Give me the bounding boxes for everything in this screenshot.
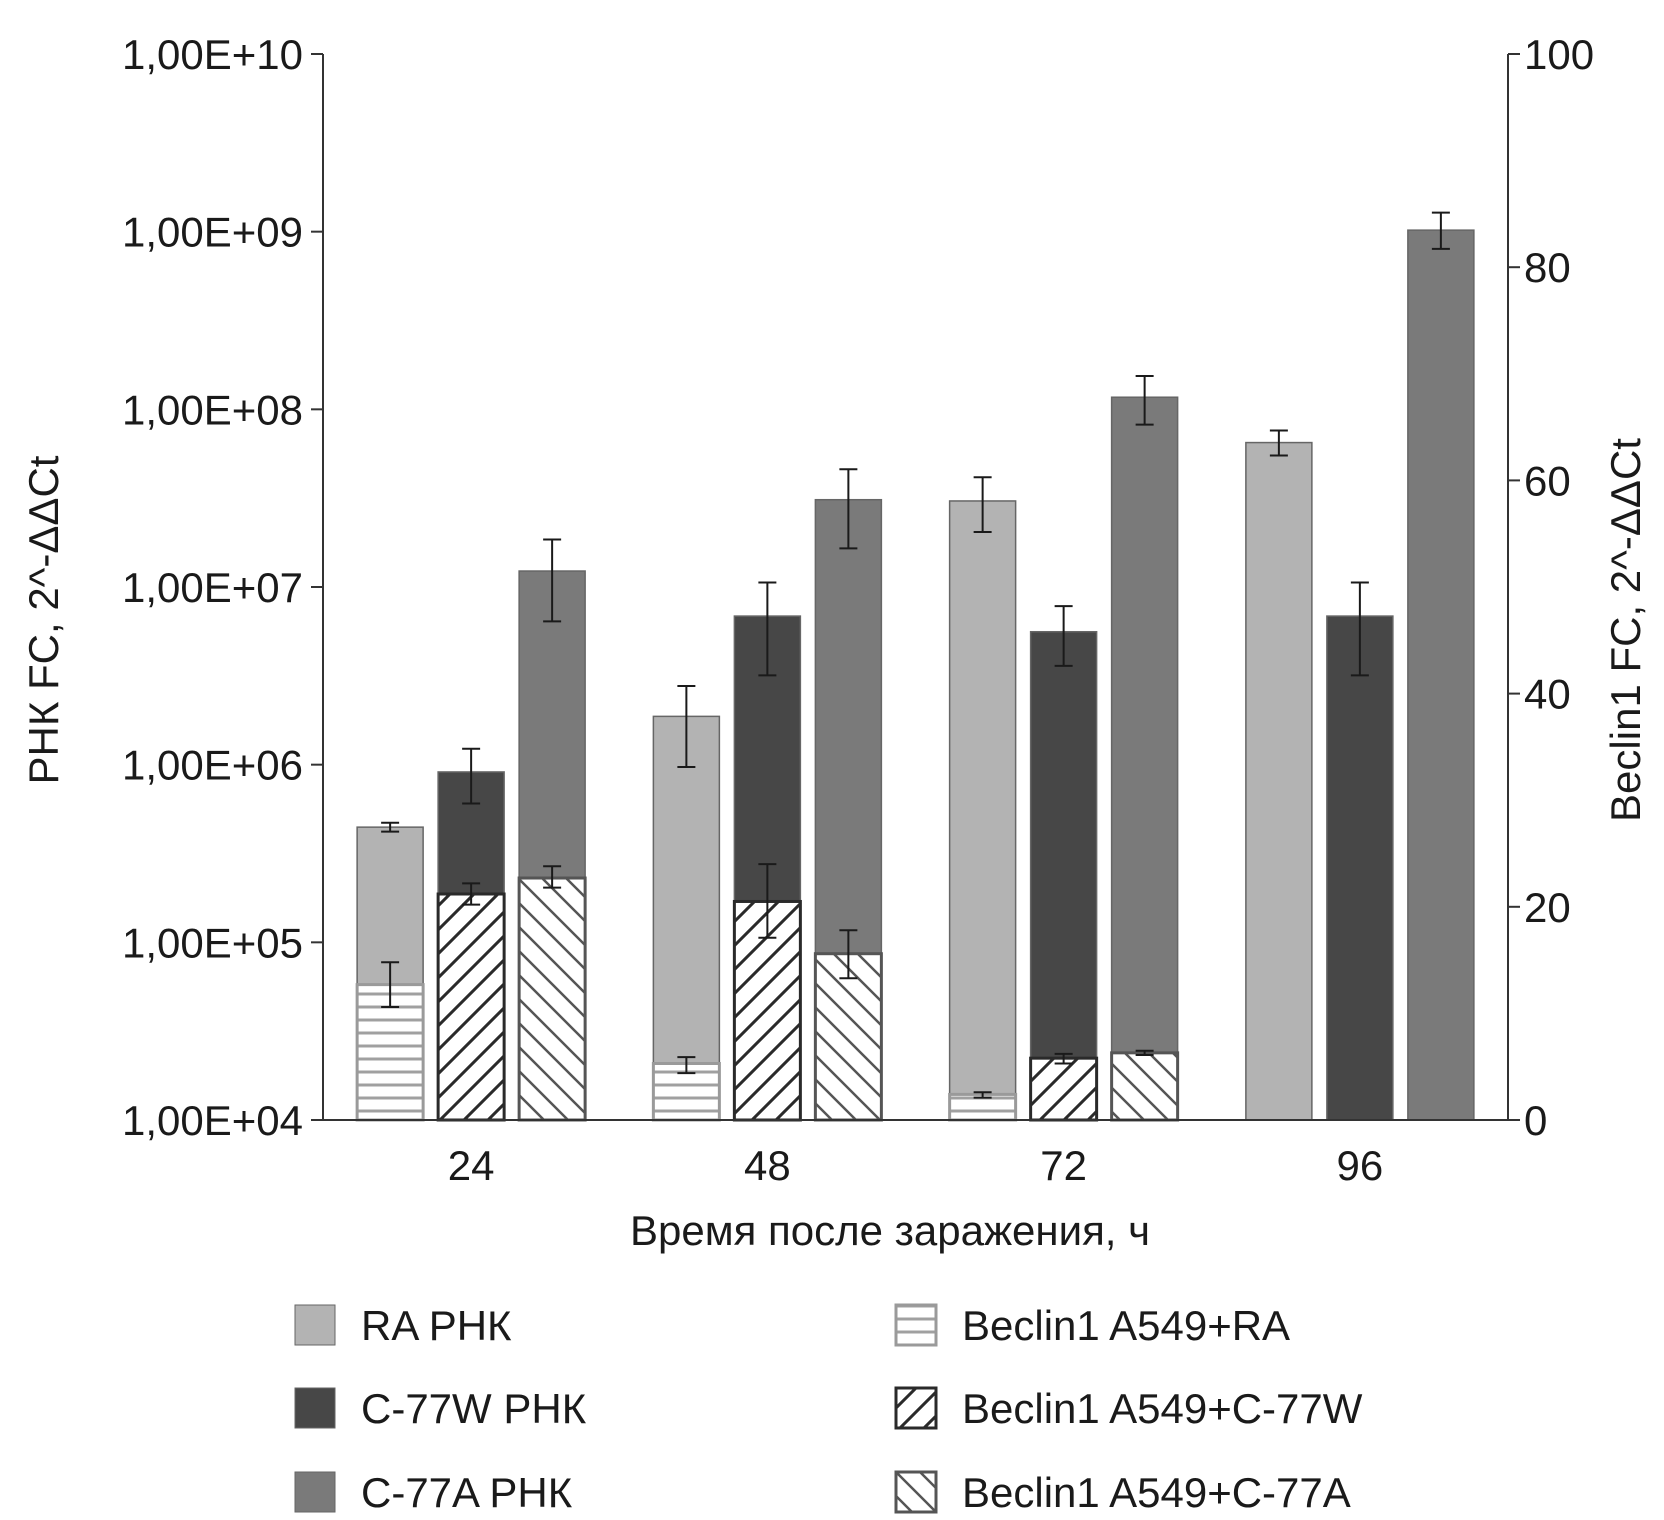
right-tick-label: 0 <box>1524 1097 1547 1144</box>
legend-label: RA РНК <box>361 1302 512 1349</box>
bar-beclin1-a549-c-77w-72 <box>1029 1056 1099 1122</box>
bar-beclin1-a549-c-77a-72 <box>1110 1051 1180 1122</box>
error-bar <box>462 882 481 906</box>
legend-swatch <box>894 1470 938 1514</box>
legend-item: Beclin1 A549+C-77A <box>894 1469 1351 1516</box>
error-bar <box>758 863 777 939</box>
right-tick-label: 100 <box>1524 31 1594 78</box>
legend-label: Beclin1 A549+C-77W <box>962 1385 1363 1432</box>
bar-ra--96 <box>1245 441 1313 1121</box>
error-bar <box>758 581 777 677</box>
x-tick-label: 48 <box>744 1142 791 1189</box>
bars <box>355 211 1475 1122</box>
left-tick-label: 1,00E+09 <box>122 209 303 256</box>
error-bar <box>1135 375 1154 426</box>
legend-label: C-77W РНК <box>361 1385 587 1432</box>
legend-item: RA РНК <box>294 1302 512 1349</box>
bar-c-77a--96 <box>1407 229 1475 1121</box>
left-tick-label: 1,00E+10 <box>122 31 303 78</box>
legend-swatch <box>894 1386 938 1430</box>
legend-item: C-77A РНК <box>294 1469 573 1516</box>
x-tick-label: 24 <box>448 1142 495 1189</box>
error-bar <box>543 538 562 623</box>
x-axis-title: Время после заражения, ч <box>630 1207 1150 1254</box>
bar-beclin1-a549-c-77a-24 <box>517 876 587 1122</box>
bar-c-77w--72 <box>1029 630 1098 1121</box>
error-bar <box>973 476 992 533</box>
legend: RA РНК C-77W РНК C-77A РНК Beclin1 A549+RA B… <box>294 1302 1363 1516</box>
left-tick-label: 1,00E+07 <box>122 564 303 611</box>
axes: 1,00E+04 1,00E+05 1,00E+06 1,00E+07 1,00E+08… <box>122 31 1594 1189</box>
error-bar <box>1350 581 1369 677</box>
bar-c-77a--72 <box>1110 396 1179 1121</box>
error-bar <box>543 865 562 889</box>
legend-swatch <box>294 1387 336 1429</box>
error-bar <box>839 929 858 980</box>
bar-c-77w--96 <box>1326 615 1394 1121</box>
legend-label: Beclin1 A549+C-77A <box>962 1469 1351 1516</box>
x-tick-label: 96 <box>1337 1142 1384 1189</box>
left-tick-label: 1,00E+08 <box>122 386 303 433</box>
right-axis-title: Beclin1 FC, 2^-ΔΔCt <box>1602 438 1649 822</box>
legend-swatch <box>294 1471 336 1513</box>
right-tick-label: 20 <box>1524 884 1571 931</box>
error-bar <box>1431 211 1450 250</box>
left-tick-label: 1,00E+04 <box>122 1097 303 1144</box>
error-bar <box>462 747 481 805</box>
error-bar <box>1135 1049 1154 1056</box>
legend-swatch <box>294 1304 336 1346</box>
error-bar <box>839 468 858 550</box>
error-bar <box>381 821 400 833</box>
right-tick-label: 80 <box>1524 244 1571 291</box>
error-bar <box>677 685 696 769</box>
right-tick-label: 40 <box>1524 671 1571 718</box>
left-tick-label: 1,00E+05 <box>122 919 303 966</box>
error-bar <box>1054 605 1073 667</box>
bar-ra--72 <box>948 500 1017 1121</box>
legend-item: Beclin1 A549+C-77W <box>894 1385 1363 1432</box>
error-bar <box>1269 429 1288 457</box>
legend-item: Beclin1 A549+RA <box>894 1302 1290 1349</box>
legend-item: C-77W РНК <box>294 1385 587 1432</box>
bar-beclin1-a549-ra-48 <box>651 1062 721 1122</box>
error-bar <box>973 1091 992 1099</box>
error-bar <box>677 1056 696 1075</box>
bar-beclin1-a549-c-77w-24 <box>436 892 506 1122</box>
left-tick-label: 1,00E+06 <box>122 742 303 789</box>
legend-label: Beclin1 A549+RA <box>962 1302 1290 1349</box>
legend-label: C-77A РНК <box>361 1469 573 1516</box>
right-tick-label: 60 <box>1524 457 1571 504</box>
legend-swatch <box>894 1303 938 1347</box>
x-tick-label: 72 <box>1040 1142 1087 1189</box>
left-axis-title: РНК FC, 2^-ΔΔCt <box>20 455 67 784</box>
error-bar <box>381 961 400 1009</box>
error-bar <box>1054 1052 1073 1065</box>
